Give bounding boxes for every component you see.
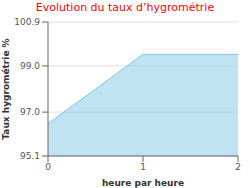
svg-text:2: 2 (235, 162, 241, 172)
html-text:Evolution du taux d’hygrométri: Evolution du taux d’hygrométrie (35, 1, 215, 14)
svg-text:Taux hygrométrie %: Taux hygrométrie % (8, 38, 11, 139)
svg-text:97.0: 97.0 (20, 107, 40, 117)
svg-text:1: 1 (140, 162, 146, 172)
svg-text:99.0: 99.0 (20, 61, 40, 71)
svg-text:95.1: 95.1 (20, 151, 40, 161)
svg-text:100.9: 100.9 (14, 17, 40, 27)
svg-text:0: 0 (45, 162, 51, 172)
svg-text:heure par heure: heure par heure (102, 178, 184, 188)
